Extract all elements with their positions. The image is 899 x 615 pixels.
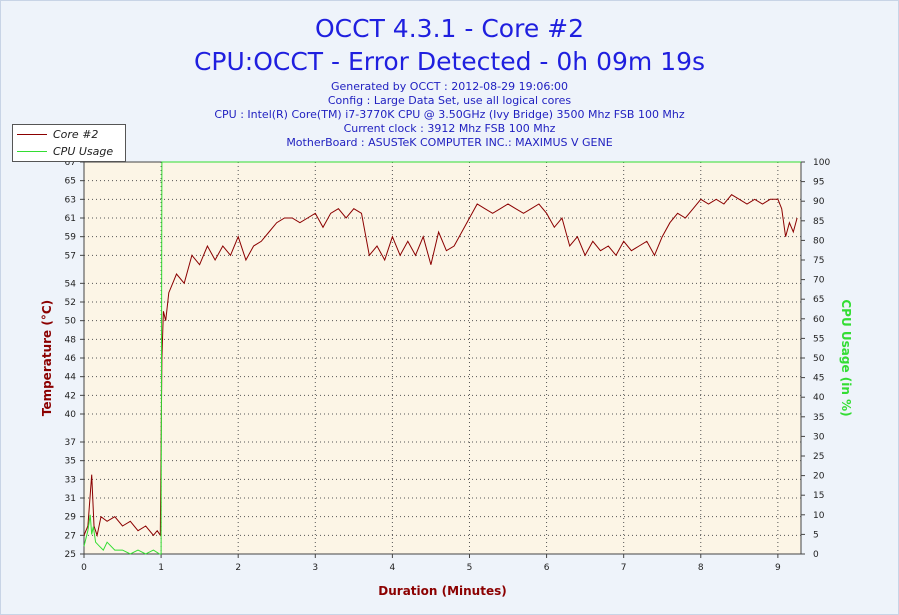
y-left-tick-label: 61 bbox=[65, 214, 76, 224]
y-left-axis-label: Temperature (°C) bbox=[40, 300, 54, 416]
x-axis-label: Duration (Minutes) bbox=[378, 584, 506, 598]
y-right-tick-label: 45 bbox=[813, 374, 824, 384]
y-left-tick-label: 27 bbox=[65, 531, 76, 541]
y-left-tick-label: 63 bbox=[65, 195, 76, 205]
y-right-tick-label: 50 bbox=[813, 354, 825, 364]
y-left-tick-label: 52 bbox=[65, 298, 76, 308]
info-cpu: CPU : Intel(R) Core(TM) i7-3770K CPU @ 3… bbox=[214, 108, 685, 121]
legend-label-cpu: CPU Usage bbox=[53, 144, 114, 158]
y-left-tick-label: 50 bbox=[65, 317, 77, 327]
info-generated: Generated by OCCT : 2012-08-29 19:06:00 bbox=[330, 80, 569, 93]
x-tick-label: 6 bbox=[544, 563, 550, 573]
y-left-tick-label: 59 bbox=[65, 233, 77, 243]
legend-swatch-cpu bbox=[17, 150, 47, 152]
y-right-tick-label: 5 bbox=[813, 530, 819, 540]
y-right-tick-label: 95 bbox=[813, 178, 824, 188]
y-right-tick-label: 100 bbox=[813, 158, 830, 168]
x-tick-label: 0 bbox=[81, 563, 87, 573]
y-right-tick-label: 15 bbox=[813, 491, 824, 501]
chart-subtitle: CPU:OCCT - Error Detected - 0h 09m 19s bbox=[193, 47, 706, 76]
y-right-tick-label: 55 bbox=[813, 334, 824, 344]
y-left-tick-label: 35 bbox=[65, 457, 76, 467]
y-right-tick-label: 60 bbox=[813, 315, 825, 325]
y-right-tick-label: 85 bbox=[813, 217, 824, 227]
y-left-tick-label: 33 bbox=[65, 475, 76, 485]
x-tick-label: 5 bbox=[467, 563, 473, 573]
y-right-tick-label: 10 bbox=[813, 511, 825, 521]
y-right-tick-label: 20 bbox=[813, 472, 825, 482]
y-right-tick-label: 40 bbox=[813, 393, 825, 403]
y-left-tick-label: 29 bbox=[65, 513, 77, 523]
y-right-tick-label: 75 bbox=[813, 256, 824, 266]
y-right-tick-label: 70 bbox=[813, 276, 825, 286]
x-tick-label: 2 bbox=[235, 563, 241, 573]
y-left-tick-label: 25 bbox=[65, 550, 76, 560]
x-tick-label: 8 bbox=[698, 563, 704, 573]
y-left-tick-label: 48 bbox=[65, 335, 77, 345]
y-left-tick-label: 67 bbox=[65, 158, 76, 168]
legend-label-core: Core #2 bbox=[53, 127, 99, 141]
info-clock: Current clock : 3912 Mhz FSB 100 Mhz bbox=[343, 122, 556, 135]
y-left-tick-label: 57 bbox=[65, 251, 76, 261]
series-line-cpu-usage bbox=[83, 161, 801, 555]
y-right-tick-label: 90 bbox=[813, 197, 825, 207]
series-line-core bbox=[83, 194, 798, 538]
y-right-tick-label: 0 bbox=[813, 550, 819, 560]
y-right-tick-label: 30 bbox=[813, 432, 825, 442]
y-left-tick-label: 46 bbox=[65, 354, 77, 364]
legend: Core #2 CPU Usage bbox=[12, 124, 126, 162]
y-left-tick-label: 54 bbox=[65, 279, 77, 289]
x-tick-label: 9 bbox=[775, 563, 781, 573]
chart-title: OCCT 4.3.1 - Core #2 bbox=[315, 14, 584, 43]
y-right-tick-label: 65 bbox=[813, 295, 824, 305]
y-left-tick-label: 31 bbox=[65, 494, 76, 504]
y-left-tick-label: 65 bbox=[65, 177, 76, 187]
y-left-tick-label: 42 bbox=[65, 391, 76, 401]
x-tick-label: 4 bbox=[390, 563, 396, 573]
y-right-tick-label: 25 bbox=[813, 452, 824, 462]
plot-area bbox=[83, 161, 802, 555]
y-right-tick-label: 35 bbox=[813, 413, 824, 423]
y-left-tick-label: 44 bbox=[65, 373, 77, 383]
y-left-tick-label: 40 bbox=[65, 410, 77, 420]
legend-item-cpu: CPU Usage bbox=[17, 143, 113, 159]
x-tick-label: 7 bbox=[621, 563, 627, 573]
y-left-tick-label: 37 bbox=[65, 438, 76, 448]
x-tick-label: 3 bbox=[312, 563, 318, 573]
y-right-tick-label: 80 bbox=[813, 236, 825, 246]
y-right-axis-label: CPU Usage (in %) bbox=[839, 299, 853, 416]
legend-swatch-core bbox=[17, 133, 47, 135]
info-config: Config : Large Data Set, use all logical… bbox=[327, 94, 572, 107]
legend-item-core: Core #2 bbox=[17, 126, 98, 142]
x-tick-label: 1 bbox=[158, 563, 164, 573]
info-motherboard: MotherBoard : ASUSTeK COMPUTER INC.: MAX… bbox=[286, 136, 613, 149]
